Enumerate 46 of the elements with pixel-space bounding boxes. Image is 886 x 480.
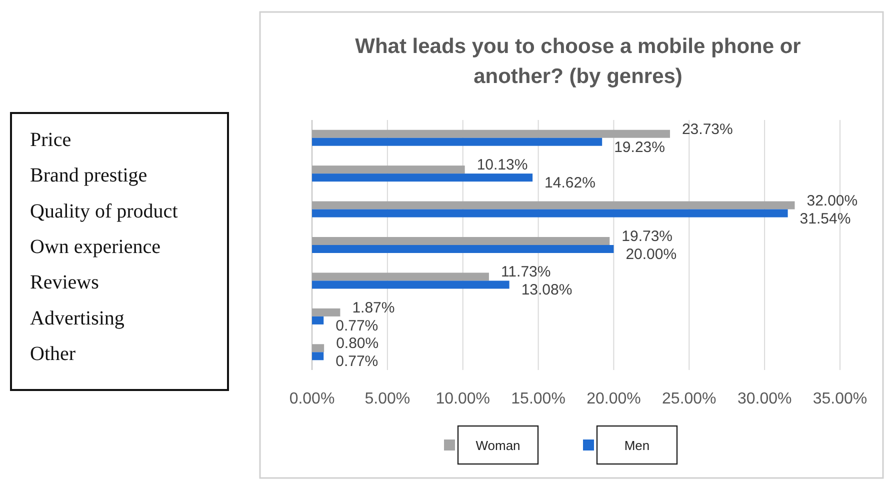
y-tick-label: Price xyxy=(30,128,72,151)
x-tick-label: 20.00% xyxy=(586,390,641,408)
x-tick-label: 15.00% xyxy=(511,390,566,408)
bar xyxy=(312,316,324,324)
y-tick-label: Quality of product xyxy=(30,200,178,222)
data-label: 0.77% xyxy=(336,316,378,334)
data-label: 19.73% xyxy=(622,228,673,244)
bar xyxy=(312,272,489,281)
bar xyxy=(312,166,465,174)
x-tick-label: 25.00% xyxy=(662,390,716,408)
bar xyxy=(312,352,324,360)
data-label: 31.54% xyxy=(800,210,851,227)
y-tick-label: Brand prestige xyxy=(30,164,148,187)
bar xyxy=(312,245,614,253)
bar xyxy=(312,280,510,289)
data-label: 0.80% xyxy=(336,334,379,352)
data-label: 20.00% xyxy=(626,246,677,262)
y-tick-label: Other xyxy=(30,343,76,366)
y-tick-label: Reviews xyxy=(30,272,100,294)
x-tick-label: 0.00% xyxy=(289,390,335,408)
bar xyxy=(312,209,788,218)
data-label: 13.08% xyxy=(521,281,572,298)
bar xyxy=(312,174,533,182)
y-tick-label: Own experience xyxy=(30,236,161,258)
legend-label: Men xyxy=(624,438,650,452)
data-label: 14.62% xyxy=(544,174,596,192)
data-label: 0.77% xyxy=(336,352,378,370)
x-tick-label: 10.00% xyxy=(436,390,490,408)
chart-title: What leads you to choose a mobile phone or another? (by genres) xyxy=(355,35,801,88)
x-tick-label: 5.00% xyxy=(364,390,410,408)
x-tick-label: 35.00% xyxy=(812,390,868,408)
bar xyxy=(312,201,795,210)
data-label: 23.73% xyxy=(682,120,733,138)
bar xyxy=(312,308,340,316)
data-label: 32.00% xyxy=(806,192,858,209)
data-label: 1.87% xyxy=(352,298,395,316)
bar xyxy=(312,138,602,146)
y-tick-label: Advertising xyxy=(30,307,124,330)
data-label: 19.23% xyxy=(614,138,665,156)
bar xyxy=(312,130,670,138)
legend-label: Woman xyxy=(476,438,520,452)
bar xyxy=(312,344,324,352)
data-label: 10.13% xyxy=(476,156,528,174)
data-label: 11.73% xyxy=(500,263,551,280)
x-tick-label: 30.00% xyxy=(737,390,792,408)
bar xyxy=(312,237,610,245)
